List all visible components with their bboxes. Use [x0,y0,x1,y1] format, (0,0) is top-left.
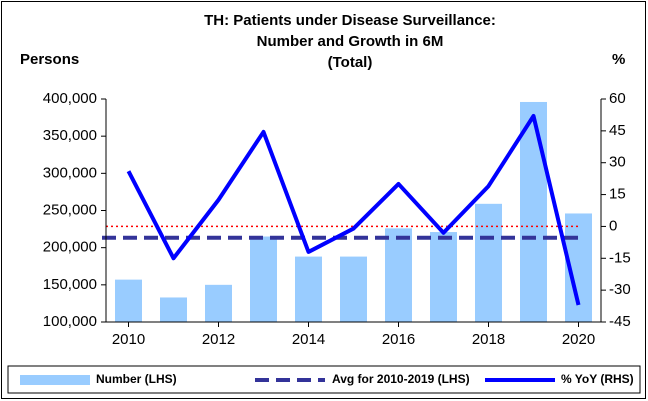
chart-title: (Total) [328,54,373,71]
y-tick-label: 100,000 [43,313,97,330]
bar [160,297,187,322]
y2-tick-label: -15 [609,249,631,266]
bar [430,232,457,322]
legend-label: % YoY (RHS) [561,372,634,386]
chart-title: TH: Patients under Disease Surveillance: [204,12,496,29]
legend-label: Avg for 2010-2019 (LHS) [332,372,470,386]
bar [295,256,322,322]
legend-box [7,365,641,394]
legend-swatch [20,375,90,385]
y-tick-label: 200,000 [43,239,97,256]
y-tick-label: 400,000 [43,90,97,107]
bar [205,284,232,322]
y-axis-label: Persons [20,51,79,68]
bar [385,228,412,322]
y2-tick-label: 45 [609,122,626,139]
x-tick-label: 2016 [382,331,415,348]
x-tick-label: 2018 [472,331,505,348]
bar [475,203,502,322]
y2-tick-label: -45 [609,313,631,330]
y-tick-label: 350,000 [43,127,97,144]
x-tick-label: 2014 [292,331,325,348]
y-tick-label: 150,000 [43,276,97,293]
y-tick-label: 250,000 [43,201,97,218]
bar [115,279,142,322]
y2-tick-label: 15 [609,186,626,203]
y2-tick-label: 60 [609,90,626,107]
x-tick-label: 2020 [562,331,595,348]
chart-title: Number and Growth in 6M [257,33,444,50]
x-tick-label: 2012 [202,331,235,348]
bar [340,256,367,322]
y-tick-label: 300,000 [43,164,97,181]
yoy-line [126,113,581,306]
bar [250,236,277,322]
y2-tick-label: 30 [609,154,626,171]
bar [520,101,547,323]
legend-label: Number (LHS) [96,372,177,386]
y2-axis-label: % [612,51,625,68]
y2-tick-label: -30 [609,281,631,298]
y2-tick-label: 0 [609,217,617,234]
x-tick-label: 2010 [112,331,145,348]
